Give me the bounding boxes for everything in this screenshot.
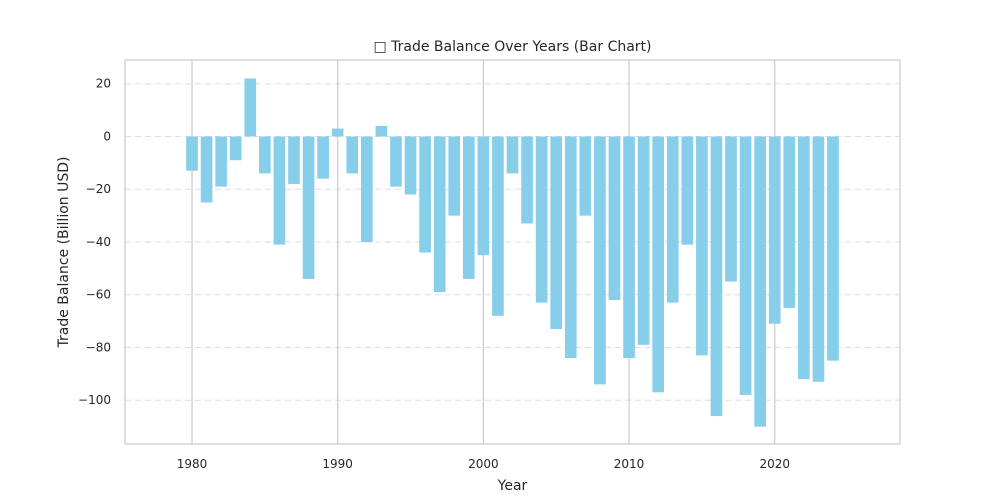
- x-tick-label: 1980: [177, 457, 208, 471]
- bar-1989: [317, 136, 329, 179]
- bar-2011: [637, 136, 650, 345]
- bar-2003: [521, 136, 533, 224]
- bar-2009: [608, 136, 621, 300]
- bar-2000: [477, 136, 490, 256]
- bar-1982: [215, 136, 227, 187]
- y-tick-label: −100: [78, 393, 111, 407]
- bar-1998: [448, 136, 461, 216]
- bar-2020: [768, 136, 781, 324]
- bar-2021: [783, 136, 796, 308]
- bar-1996: [419, 136, 431, 253]
- bar-1997: [433, 136, 446, 293]
- bar-1981: [200, 136, 213, 203]
- bar-1988: [302, 136, 315, 279]
- plot-frame: [124, 59, 901, 445]
- bar-2013: [666, 136, 679, 303]
- bar-2014: [681, 136, 694, 245]
- bar-2022: [798, 136, 810, 380]
- bar-1986: [273, 136, 286, 245]
- bar-1992: [360, 136, 373, 242]
- bar-2008: [594, 136, 606, 385]
- x-tick-label: 2010: [614, 457, 645, 471]
- bar-1984: [244, 78, 257, 137]
- bar-2018: [739, 136, 752, 395]
- bar-2005: [550, 136, 563, 330]
- bar-2004: [535, 136, 548, 303]
- bar-2007: [579, 136, 592, 216]
- x-tick-label: 2000: [468, 457, 499, 471]
- bar-2015: [696, 136, 708, 356]
- y-tick-label: −20: [86, 182, 111, 196]
- bar-1983: [229, 136, 242, 161]
- y-tick-label: 20: [96, 77, 111, 91]
- bar-2006: [564, 136, 577, 359]
- x-tick-label: 1990: [322, 457, 353, 471]
- y-axis-label: Trade Balance (Billion USD): [56, 157, 72, 349]
- y-tick-label: −40: [86, 235, 111, 249]
- y-tick-label: 0: [103, 129, 111, 143]
- bar-1999: [462, 136, 475, 279]
- bar-2024: [827, 136, 839, 361]
- bar-2001: [492, 136, 504, 316]
- bar-2016: [710, 136, 723, 417]
- bar-1995: [404, 136, 417, 195]
- bar-1985: [259, 136, 271, 174]
- bar-2010: [623, 136, 635, 359]
- bar-1993: [375, 125, 388, 137]
- tick-layer: 20 0 −20 −40 −60 −80 −100 1980 1990 2000 2010 2020: [78, 77, 790, 471]
- y-tick-label: −60: [86, 288, 111, 302]
- bar-2002: [506, 136, 519, 174]
- y-tick-label: −80: [86, 340, 111, 354]
- bar-2023: [812, 136, 825, 382]
- bar-2019: [754, 136, 766, 427]
- bar-1994: [390, 136, 402, 187]
- bar-1991: [346, 136, 359, 174]
- bar-layer: [186, 78, 839, 427]
- x-axis-label: Year: [497, 478, 528, 494]
- bar-1980: [186, 136, 198, 171]
- bar-1987: [288, 136, 300, 184]
- bar-1990: [331, 128, 344, 137]
- x-tick-label: 2020: [759, 457, 790, 471]
- chart-title: □ Trade Balance Over Years (Bar Chart): [373, 39, 651, 55]
- bar-2012: [652, 136, 665, 393]
- bar-2017: [725, 136, 737, 282]
